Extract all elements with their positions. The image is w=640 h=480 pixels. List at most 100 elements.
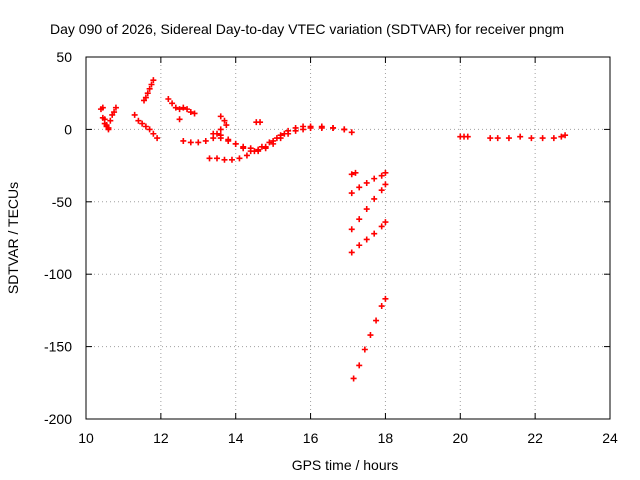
data-point [195, 139, 202, 146]
data-point [135, 117, 142, 124]
data-point [378, 172, 385, 179]
data-point [176, 106, 183, 113]
x-tick-label: 16 [303, 430, 319, 446]
series-point-13.7 [217, 113, 230, 129]
data-point [378, 223, 385, 230]
series-track-17-a [348, 169, 389, 197]
data-point [528, 135, 535, 142]
data-point [172, 104, 179, 111]
series-short-17.2 [348, 169, 359, 178]
series-segment-21-22.8 [487, 132, 569, 142]
data-point [558, 133, 565, 140]
data-point [378, 303, 385, 310]
series-track-17-b [348, 181, 389, 233]
series-segment-11.4 [131, 111, 161, 142]
data-point [176, 116, 183, 123]
data-point [139, 120, 146, 127]
data-point [356, 242, 363, 249]
data-point [236, 155, 243, 162]
y-tick-label: -200 [44, 411, 72, 427]
data-point [382, 169, 389, 176]
y-axis-label: SDTVAR / TECUs [5, 182, 21, 294]
data-point [255, 148, 262, 155]
data-point [144, 90, 151, 97]
data-point [142, 94, 149, 101]
data-point [382, 219, 389, 226]
data-point [221, 117, 228, 124]
data-point [300, 123, 307, 130]
data-point [371, 230, 378, 237]
data-point [146, 85, 153, 92]
data-point [277, 132, 284, 139]
points-layer [97, 77, 569, 382]
x-tick-label: 10 [78, 430, 94, 446]
x-tick-label: 14 [228, 430, 244, 446]
data-point [330, 124, 337, 131]
x-tick-label: 20 [452, 430, 468, 446]
data-point [191, 110, 198, 117]
data-point [270, 137, 277, 144]
data-point [356, 184, 363, 191]
x-tick-label: 12 [153, 430, 169, 446]
series-track-17-c [348, 219, 389, 256]
data-point [494, 135, 501, 142]
plot-frame [85, 56, 611, 420]
data-point [562, 132, 569, 139]
data-point [165, 95, 172, 102]
series-segment-12.5 [165, 95, 198, 123]
data-point [363, 179, 370, 186]
chart-title: Day 090 of 2026, Sidereal Day-to-day VTE… [50, 21, 564, 37]
y-tick-label: -100 [44, 266, 72, 282]
data-point [363, 236, 370, 243]
data-point [150, 130, 157, 137]
data-point [206, 155, 213, 162]
data-point [367, 332, 374, 339]
data-point [352, 169, 359, 176]
data-point [112, 104, 119, 111]
y-tick-label: 0 [64, 121, 72, 137]
data-point [348, 249, 355, 256]
data-point [221, 156, 228, 163]
data-point [103, 122, 110, 129]
data-point [307, 123, 314, 130]
data-point [150, 77, 157, 84]
data-point [223, 122, 230, 129]
data-point [243, 152, 250, 159]
series-segment-13.6 [217, 123, 348, 155]
series-cluster-10.5 [97, 104, 119, 133]
y-tick-label: -150 [44, 339, 72, 355]
data-point [382, 295, 389, 302]
series-track-17-d [350, 295, 389, 382]
data-point [378, 187, 385, 194]
x-axis-label: GPS time / hours [292, 457, 399, 473]
y-tick-label: 50 [56, 49, 72, 65]
data-point [341, 126, 348, 133]
data-point [131, 111, 138, 118]
data-point [550, 135, 557, 142]
tick-layer: 10 12 14 16 18 20 22 24 50 0 -50 -100 -150 -200 [44, 49, 618, 446]
data-point [363, 206, 370, 213]
data-point [262, 143, 269, 150]
data-point [142, 123, 149, 130]
series-point-14.6 [253, 119, 264, 126]
data-point [487, 135, 494, 142]
data-point [202, 137, 209, 144]
data-point [187, 139, 194, 146]
data-point [361, 346, 368, 353]
x-tick-label: 24 [602, 430, 618, 446]
grid-layer [86, 57, 610, 419]
data-point [356, 362, 363, 369]
data-point [146, 126, 153, 133]
data-point [285, 127, 292, 134]
series-segment-13.5 [206, 130, 288, 163]
data-point [217, 126, 224, 133]
data-point [184, 106, 191, 113]
series-arc-11.7 [141, 77, 157, 104]
data-point [356, 216, 363, 223]
data-point [187, 109, 194, 116]
data-point [99, 104, 106, 111]
data-point [240, 145, 247, 152]
data-point [382, 181, 389, 188]
data-point [180, 104, 187, 111]
